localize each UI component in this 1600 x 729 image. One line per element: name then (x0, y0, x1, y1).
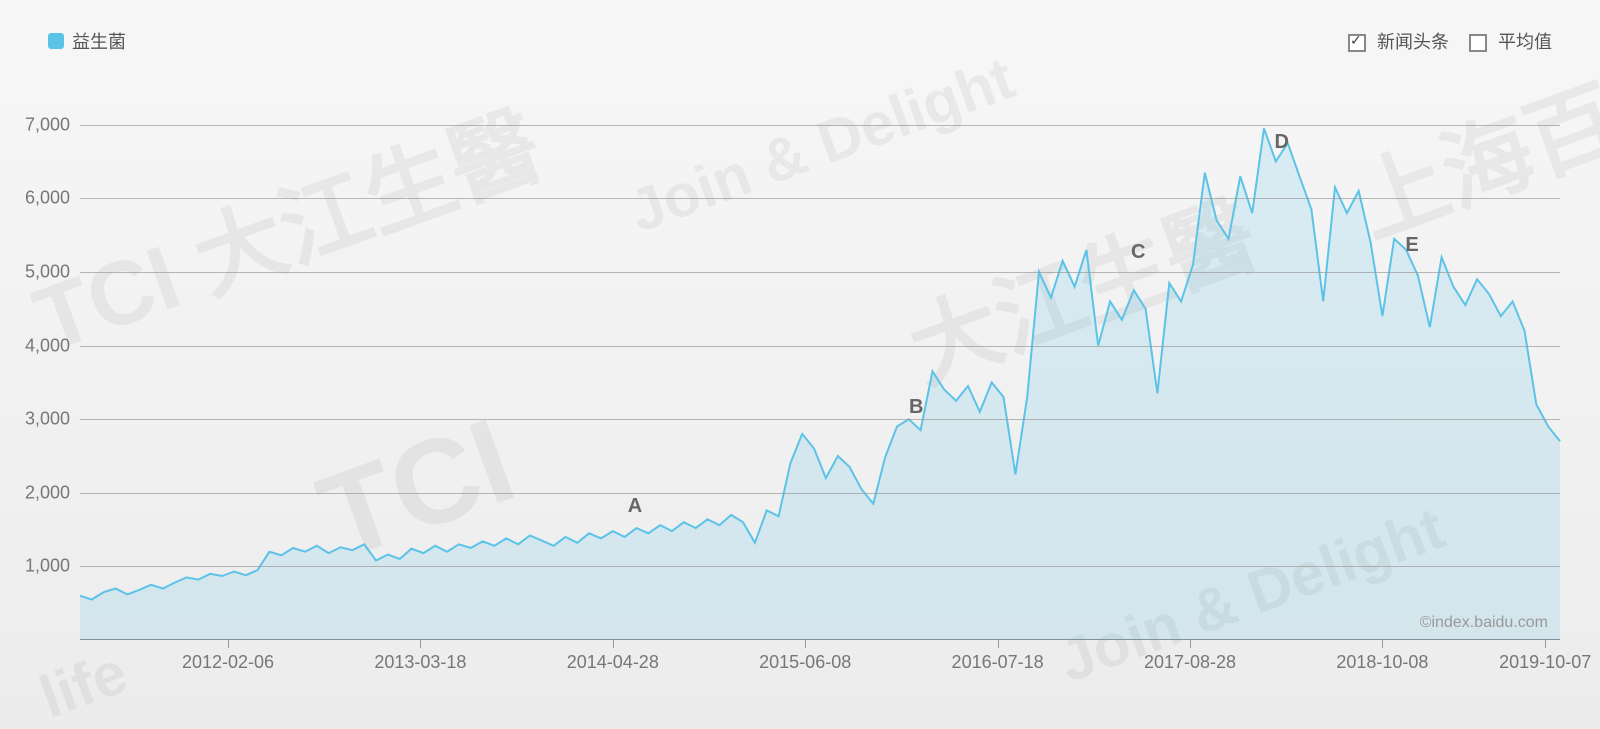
x-tick-label: 2015-06-08 (759, 652, 851, 673)
grid-line (80, 566, 1560, 567)
line-chart-svg (80, 110, 1560, 640)
x-tick-mark (228, 640, 229, 648)
x-tick-mark (613, 640, 614, 648)
x-tick-mark (1382, 640, 1383, 648)
legend-option-news-label: 新闻头条 (1377, 32, 1449, 52)
y-tick-label: 6,000 (25, 188, 70, 209)
grid-line (80, 419, 1560, 420)
x-tick-label: 2017-08-28 (1144, 652, 1236, 673)
grid-line (80, 125, 1560, 126)
annotation-a[interactable]: A (628, 495, 642, 518)
legend-option-news[interactable]: 新闻头条 (1348, 28, 1449, 54)
x-tick-mark (1190, 640, 1191, 648)
grid-line (80, 272, 1560, 273)
x-tick-label: 2014-04-28 (567, 652, 659, 673)
plot-area: ©index.baidu.com 1,0002,0003,0004,0005,0… (80, 110, 1560, 640)
watermark-text: life (31, 637, 136, 729)
y-tick-label: 1,000 (25, 556, 70, 577)
grid-line (80, 346, 1560, 347)
x-tick-label: 2019-10-07 (1499, 652, 1591, 673)
x-tick-label: 2013-03-18 (374, 652, 466, 673)
annotation-e[interactable]: E (1405, 234, 1418, 257)
legend-option-average-label: 平均值 (1498, 32, 1552, 52)
grid-line (80, 493, 1560, 494)
x-tick-label: 2018-10-08 (1336, 652, 1428, 673)
x-tick-label: 2012-02-06 (182, 652, 274, 673)
x-tick-mark (420, 640, 421, 648)
legend-series[interactable]: 益生菌 (48, 28, 126, 54)
checkbox-icon (1348, 34, 1366, 52)
legend-option-average[interactable]: 平均值 (1469, 28, 1552, 54)
checkbox-icon (1469, 34, 1487, 52)
y-tick-label: 3,000 (25, 409, 70, 430)
chart-container: TCI 大江生醫Join & Delight大江生醫上海百TCIJoin & D… (0, 0, 1600, 729)
x-tick-mark (998, 640, 999, 648)
series-area (80, 128, 1560, 640)
annotation-c[interactable]: C (1131, 241, 1145, 264)
legend-series-label: 益生菌 (72, 28, 126, 54)
y-tick-label: 2,000 (25, 482, 70, 503)
y-tick-label: 4,000 (25, 335, 70, 356)
y-tick-label: 5,000 (25, 261, 70, 282)
legend-swatch-icon (48, 33, 64, 49)
legend-options: 新闻头条 平均值 (1348, 28, 1552, 54)
x-tick-label: 2016-07-18 (952, 652, 1044, 673)
attribution-text: ©index.baidu.com (1420, 614, 1548, 632)
y-tick-label: 7,000 (25, 114, 70, 135)
x-tick-mark (805, 640, 806, 648)
grid-line (80, 198, 1560, 199)
x-tick-mark (1545, 640, 1546, 648)
annotation-b[interactable]: B (909, 396, 923, 419)
annotation-d[interactable]: D (1275, 131, 1289, 154)
